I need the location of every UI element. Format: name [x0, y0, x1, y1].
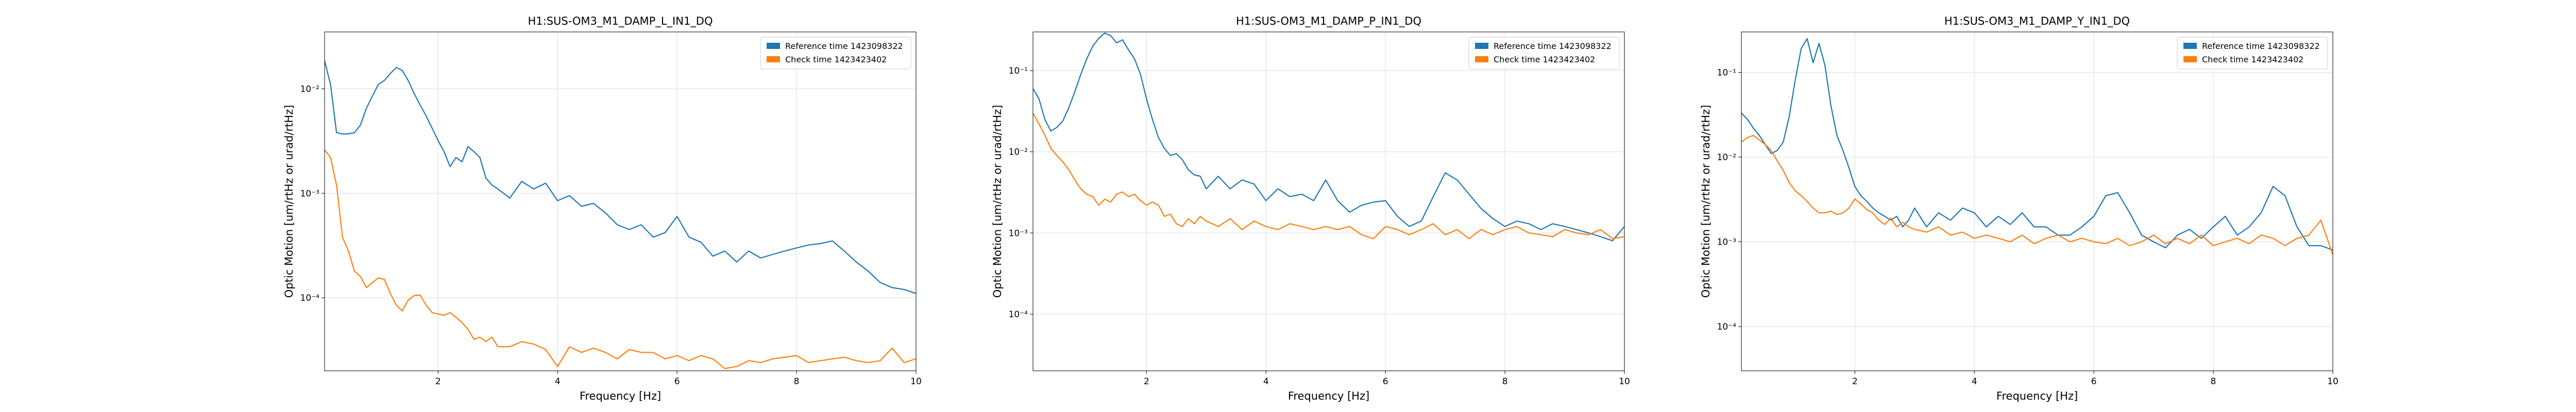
legend-swatch [767, 56, 780, 62]
legend-entry: Check time 1423423402 [2202, 55, 2303, 64]
chart-panel-y: 2 4 6 8 10 10⁻¹ 10⁻² 10⁻³ 10⁻⁴ H1:SUS-OM3_M1_DAM… [1700, 15, 2338, 402]
legend-swatch [1475, 43, 1488, 49]
legend-swatch [767, 43, 780, 49]
y-axis-label: Optic Motion [um/rtHz or urad/rtHz] [991, 105, 1004, 298]
x-tick-label: 8 [794, 376, 800, 387]
y-tick-label: 10⁻² [300, 84, 319, 94]
legend-box [1468, 37, 1620, 70]
y-tick-label: 10⁻³ [1009, 228, 1028, 238]
legend-box [760, 37, 911, 70]
y-tick-label: 10⁻⁴ [1717, 322, 1737, 332]
plot-frame [324, 31, 917, 371]
legend-swatch [2183, 43, 2197, 49]
x-tick-label: 2 [435, 376, 441, 387]
legend: Reference time 1423098322 Check time 1423… [1468, 37, 1620, 70]
legend-entry: Reference time 1423098322 [2202, 41, 2320, 51]
x-tick-label: 10 [910, 376, 922, 387]
chart-panel-l: 2 4 6 8 10 10⁻² 10⁻³ 10⁻⁴ H1:SUS-OM3_M1_DAMP_L_… [283, 15, 922, 402]
x-axis-label: Frequency [Hz] [1288, 390, 1369, 402]
plot-frame [1741, 31, 2333, 371]
legend-entry: Check time 1423423402 [785, 55, 887, 64]
x-tick-label: 10 [1619, 376, 1630, 387]
legend: Reference time 1423098322 Check time 1423… [2177, 37, 2328, 70]
legend-entry: Reference time 1423098322 [1494, 41, 1612, 51]
y-tick-label: 10⁻³ [1717, 237, 1736, 247]
x-tick-label: 2 [1144, 376, 1149, 387]
series-line-check [1033, 113, 1624, 239]
x-tick-label: 6 [2091, 376, 2097, 387]
y-tick-label: 10⁻³ [300, 188, 319, 199]
x-tick-label: 4 [1263, 376, 1269, 387]
y-tick-label: 10⁻² [1717, 152, 1736, 163]
x-tick-label: 8 [1502, 376, 1508, 387]
x-tick-label: 10 [2327, 376, 2338, 387]
legend: Reference time 1423098322 Check time 1423… [760, 37, 911, 70]
y-tick-label: 10⁻² [1009, 147, 1028, 158]
x-axis-label: Frequency [Hz] [580, 390, 661, 402]
x-tick-label: 4 [555, 376, 561, 387]
axis-ticks: 2 4 6 8 10 10⁻¹ 10⁻² 10⁻³ 10⁻⁴ [1717, 67, 2338, 387]
series-line-reference [1033, 32, 1624, 242]
grid-lines [325, 32, 916, 371]
chart-title: H1:SUS-OM3_M1_DAMP_P_IN1_DQ [1236, 15, 1421, 28]
x-tick-label: 2 [1852, 376, 1858, 387]
legend-swatch [1475, 56, 1488, 62]
plot-area [1033, 32, 1624, 242]
y-tick-label: 10⁻⁴ [300, 293, 320, 303]
chart-title: H1:SUS-OM3_M1_DAMP_L_IN1_DQ [528, 15, 713, 28]
legend-entry: Reference time 1423098322 [785, 41, 903, 51]
legend-entry: Check time 1423423402 [1494, 55, 1595, 64]
x-axis-label: Frequency [Hz] [1996, 390, 2078, 402]
y-tick-label: 10⁻¹ [1009, 66, 1028, 76]
chart-title: H1:SUS-OM3_M1_DAMP_Y_IN1_DQ [1944, 15, 2130, 28]
plot-area [325, 60, 916, 369]
x-tick-label: 8 [2211, 376, 2216, 387]
series-line-reference [1741, 38, 2333, 251]
y-tick-label: 10⁻⁴ [1009, 310, 1028, 320]
chart-panel-p: 2 4 6 8 10 10⁻¹ 10⁻² 10⁻³ 10⁻⁴ H1:SUS-OM3_M1_DAM… [991, 15, 1630, 402]
x-tick-label: 6 [1383, 376, 1388, 387]
series-line-reference [325, 60, 916, 294]
y-axis-label: Optic Motion [um/rtHz or urad/rtHz] [1700, 105, 1712, 298]
legend-swatch [2183, 56, 2197, 62]
y-axis-label: Optic Motion [um/rtHz or urad/rtHz] [283, 105, 295, 298]
plot-area [1741, 38, 2333, 255]
x-tick-label: 6 [674, 376, 680, 387]
axis-ticks: 2 4 6 8 10 10⁻¹ 10⁻² 10⁻³ 10⁻⁴ [1009, 66, 1630, 387]
axis-ticks: 2 4 6 8 10 10⁻² 10⁻³ 10⁻⁴ [300, 84, 922, 387]
legend-box [2177, 37, 2328, 70]
x-tick-label: 4 [1972, 376, 1977, 387]
y-tick-label: 10⁻¹ [1717, 67, 1736, 78]
series-line-check [1741, 134, 2333, 255]
plot-frame [1032, 31, 1625, 371]
series-line-check [325, 149, 916, 369]
